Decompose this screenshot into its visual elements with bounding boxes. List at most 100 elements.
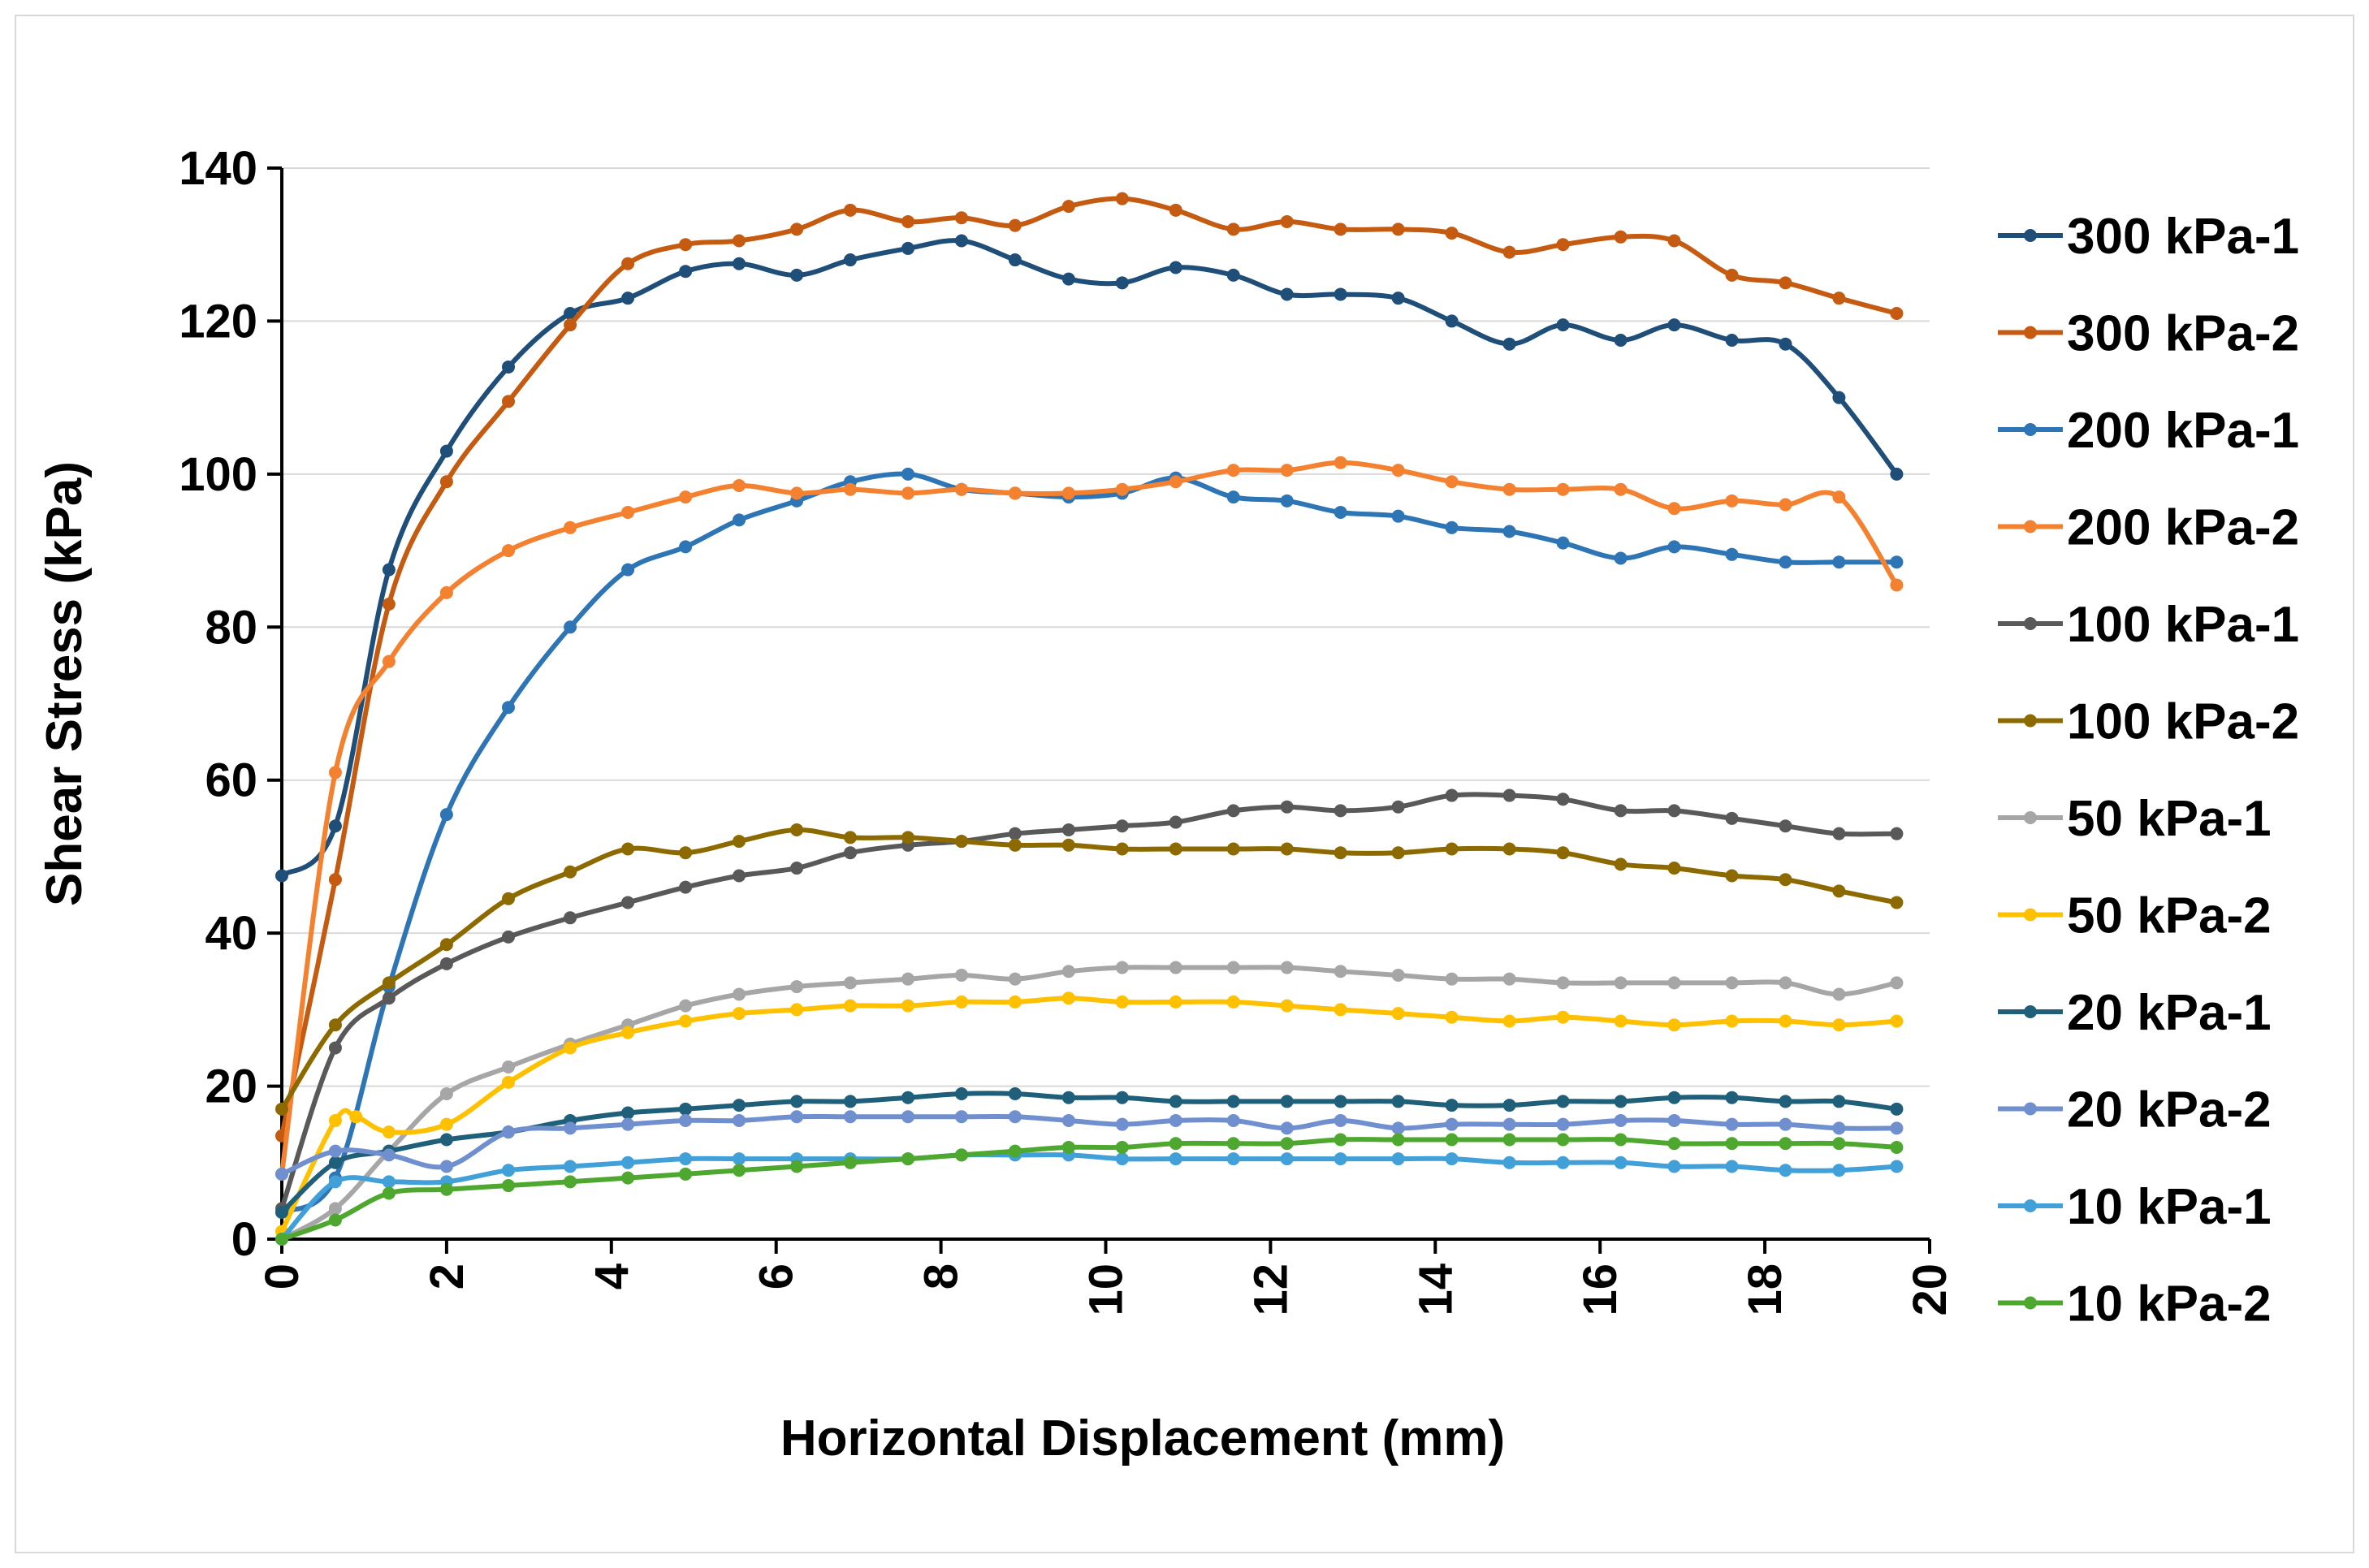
data-point	[790, 486, 804, 500]
series-line-200-kpa-2	[279, 460, 1900, 1177]
series-10-kpa-1	[275, 1148, 1904, 1246]
data-point	[382, 1125, 396, 1139]
data-point	[1391, 968, 1405, 982]
data-point	[679, 1167, 693, 1181]
data-point	[1226, 464, 1240, 477]
legend-swatch-marker	[2024, 617, 2037, 630]
data-point	[790, 980, 804, 994]
shear-stress-chart: 0 20 40 60 80 100 120 140 0 2 4 6 8 10 12 14 16 18 20 300 …	[37, 142, 2299, 1466]
series-200-kpa-1	[275, 467, 1904, 1220]
data-point	[1115, 842, 1129, 856]
data-point	[1280, 464, 1294, 477]
data-point	[1445, 842, 1459, 856]
legend-item-20-kpa-2: 20 kPa-2	[1998, 1082, 2272, 1138]
data-point	[1445, 1133, 1459, 1147]
series-100-kpa-1	[275, 788, 1904, 1216]
data-point	[275, 1233, 288, 1246]
data-point	[1169, 1113, 1182, 1127]
data-point	[1832, 827, 1846, 840]
legend-label: 50 kPa-2	[2067, 888, 2272, 944]
data-point	[501, 544, 515, 558]
data-point	[1334, 287, 1347, 301]
data-point	[1556, 1010, 1570, 1024]
data-point	[501, 930, 515, 944]
data-point	[1391, 846, 1405, 860]
data-point	[1779, 873, 1792, 887]
data-point	[1334, 1095, 1347, 1108]
data-point	[275, 1102, 288, 1116]
data-point	[1445, 227, 1459, 240]
data-point	[1502, 482, 1516, 496]
legend-swatch-marker	[2024, 1005, 2037, 1018]
data-point	[679, 1014, 693, 1028]
data-point	[501, 1075, 515, 1089]
data-point	[1779, 1117, 1792, 1131]
data-point	[1667, 1091, 1681, 1104]
data-point	[439, 1133, 453, 1147]
data-point	[1832, 1018, 1846, 1032]
data-point	[1115, 482, 1129, 496]
data-point	[1779, 337, 1792, 351]
data-point	[439, 1182, 453, 1196]
data-point	[328, 873, 342, 887]
data-point	[1115, 961, 1129, 974]
data-point	[501, 395, 515, 408]
data-point	[1061, 486, 1075, 500]
data-point	[501, 360, 515, 374]
data-point	[1725, 1091, 1739, 1104]
data-point	[954, 482, 968, 496]
data-point	[1556, 1095, 1570, 1108]
data-point	[954, 995, 968, 1009]
data-point	[1502, 972, 1516, 986]
data-point	[901, 831, 915, 844]
data-point	[1169, 203, 1182, 217]
legend-swatch-marker	[2024, 811, 2037, 824]
data-point	[1556, 1155, 1570, 1169]
data-point	[1115, 1117, 1129, 1131]
data-point	[1890, 827, 1904, 840]
series-line-20-kpa-1	[279, 1091, 1900, 1215]
data-point	[1226, 1137, 1240, 1151]
data-point	[790, 823, 804, 836]
data-point	[1502, 1099, 1516, 1112]
x-tick-label: 12	[1244, 1263, 1297, 1316]
data-point	[1890, 896, 1904, 909]
data-point	[1556, 536, 1570, 550]
data-point	[328, 1113, 342, 1127]
data-point	[901, 241, 915, 255]
data-point	[1556, 846, 1570, 860]
data-point	[501, 1125, 515, 1139]
data-point	[901, 214, 915, 228]
data-point	[1725, 1014, 1739, 1028]
data-point	[1779, 976, 1792, 990]
data-point	[439, 1160, 453, 1173]
data-point	[1008, 1144, 1022, 1158]
series-200-kpa-2	[275, 456, 1904, 1181]
data-point	[328, 1144, 342, 1158]
legend-swatch-marker	[2024, 520, 2037, 533]
data-point	[1008, 827, 1022, 840]
data-point	[621, 505, 635, 519]
x-tick-label: 14	[1409, 1263, 1462, 1316]
data-point	[1832, 1095, 1846, 1108]
data-point	[564, 1160, 577, 1173]
legend-swatch-marker	[2024, 326, 2037, 339]
legend-item-50-kpa-2: 50 kPa-2	[1998, 888, 2272, 944]
data-point	[1832, 1164, 1846, 1177]
data-point	[901, 1110, 915, 1124]
data-point	[1890, 1140, 1904, 1154]
data-point	[733, 1113, 746, 1127]
data-point	[790, 1003, 804, 1017]
series-300-kpa-2	[275, 192, 1904, 1143]
data-point	[733, 478, 746, 492]
data-point	[1667, 1137, 1681, 1151]
legend-label: 300 kPa-1	[2067, 209, 2299, 265]
data-point	[1334, 1113, 1347, 1127]
data-point	[1008, 972, 1022, 986]
data-point	[439, 585, 453, 599]
series-300-kpa-1	[275, 234, 1904, 883]
data-point	[1391, 1007, 1405, 1021]
x-tick-label: 16	[1574, 1263, 1627, 1316]
data-point	[1280, 214, 1294, 228]
data-point	[844, 482, 858, 496]
